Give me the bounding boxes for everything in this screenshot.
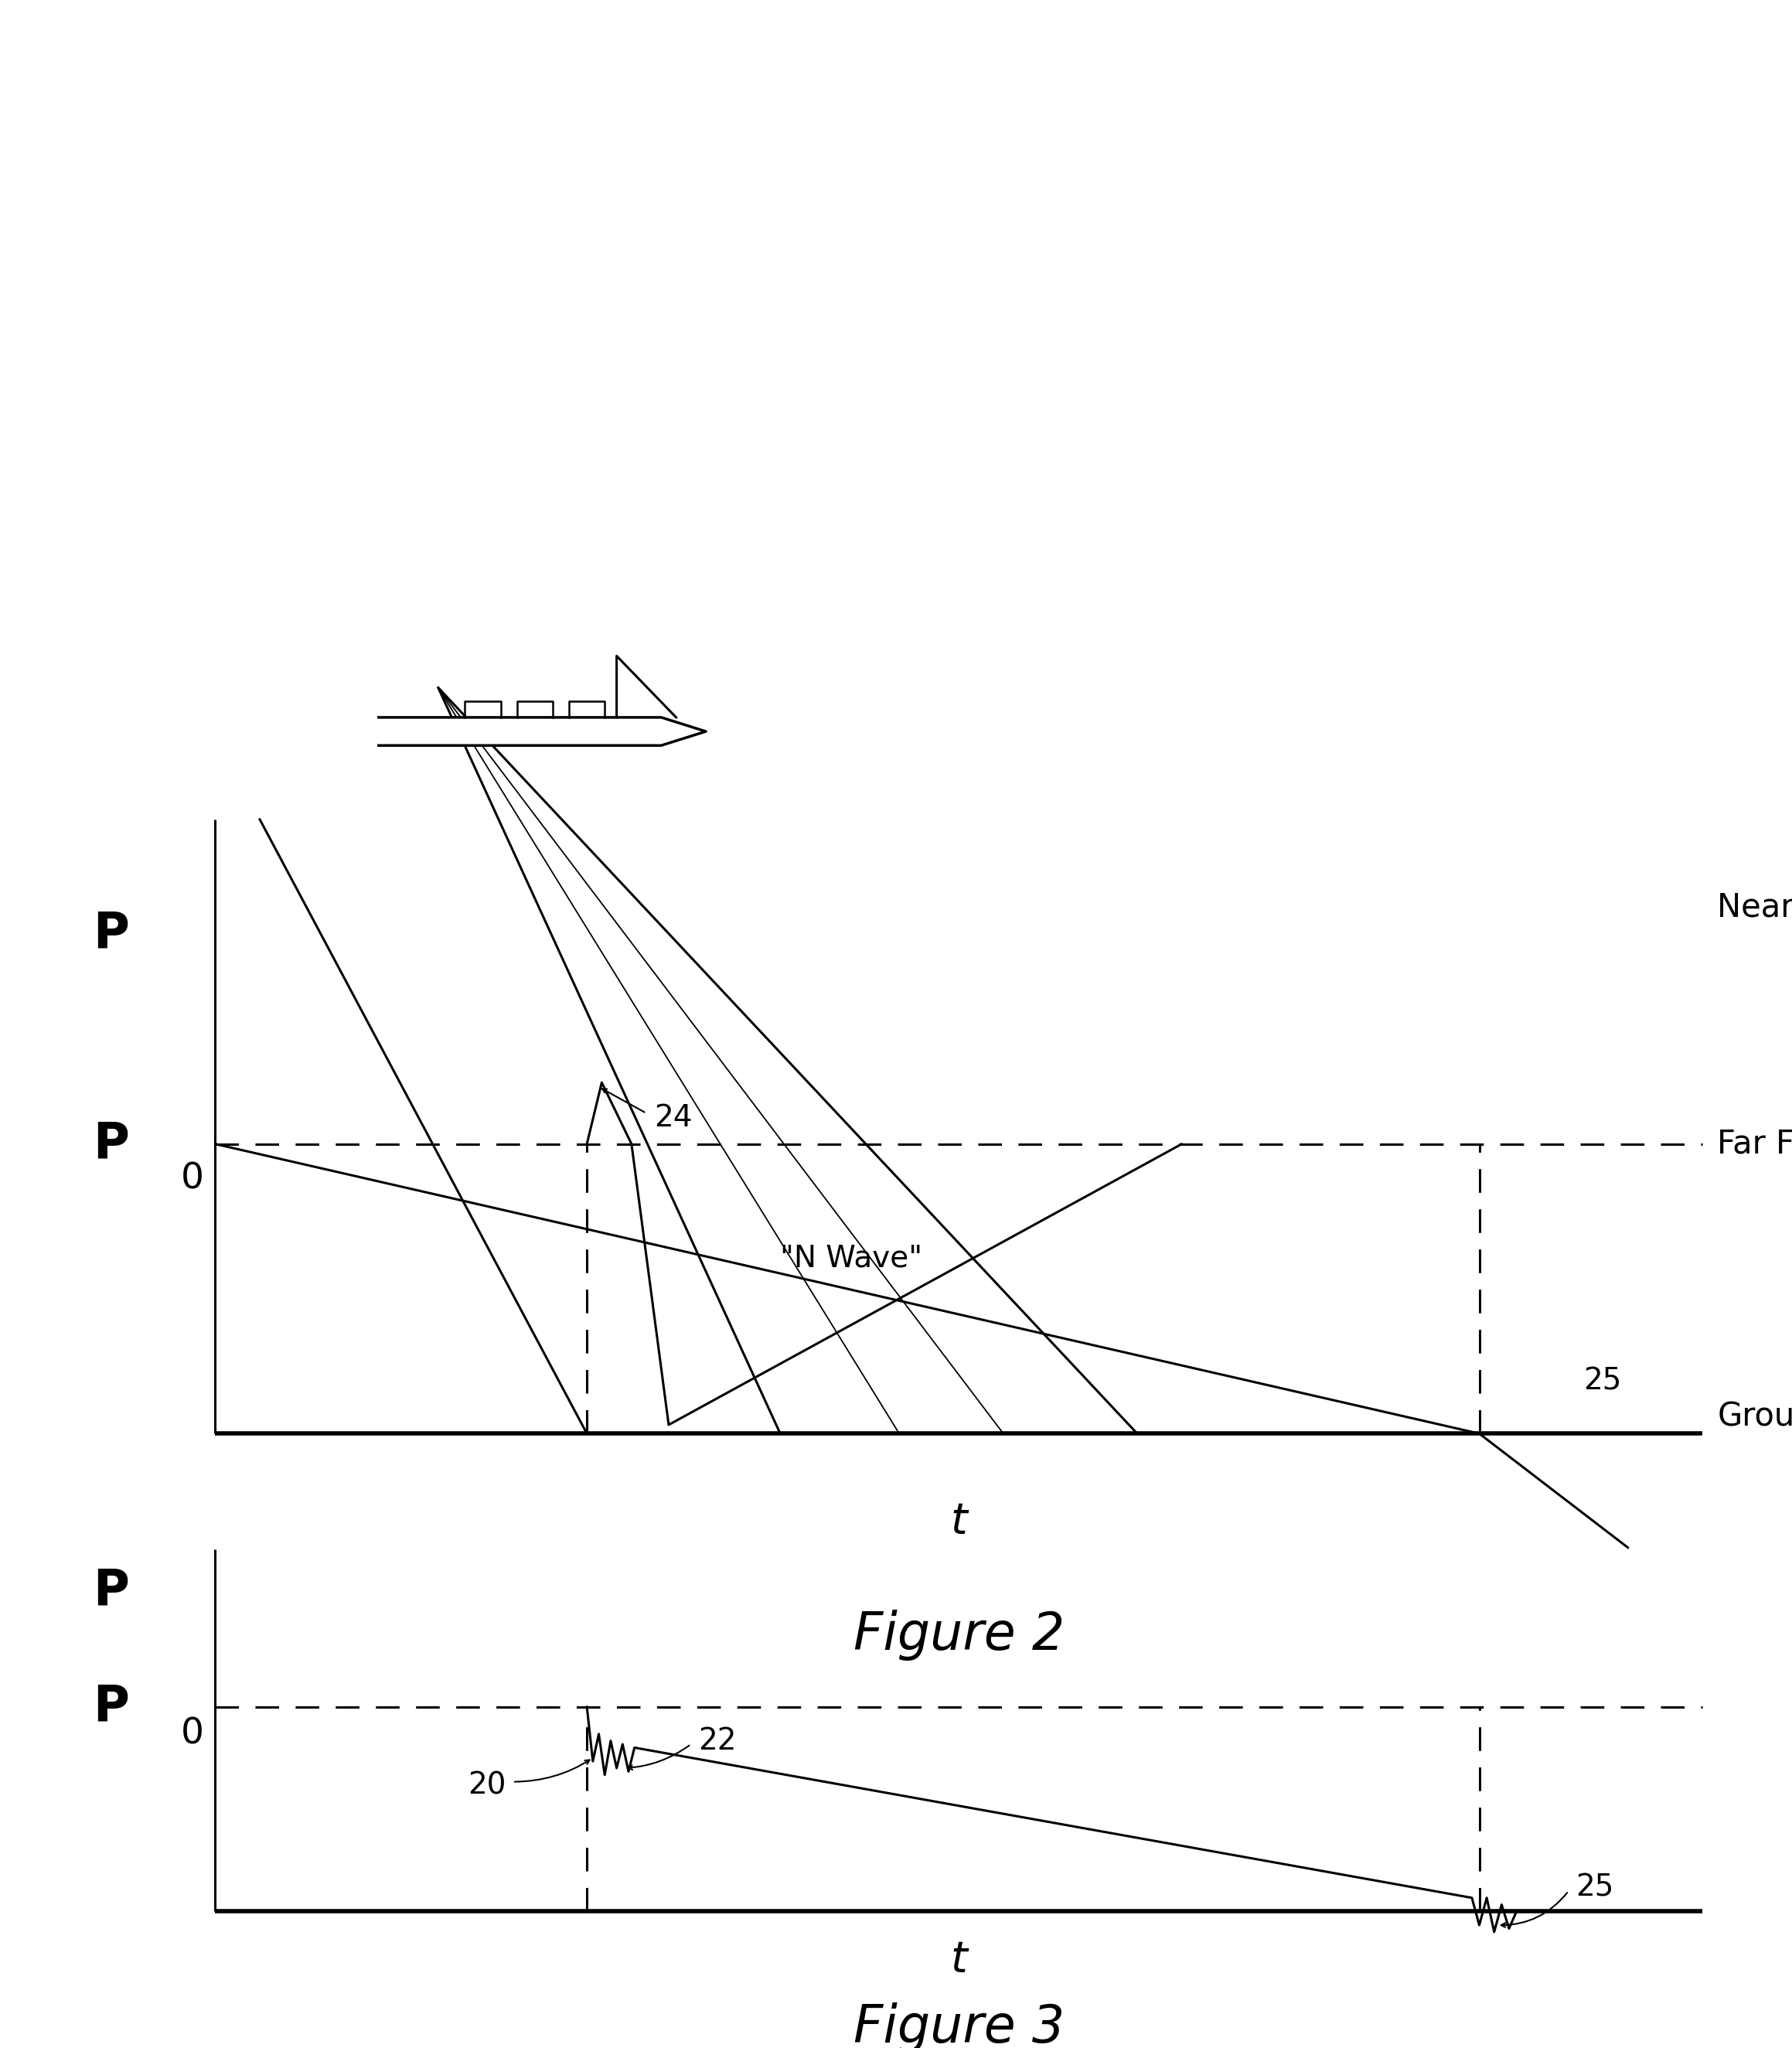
Text: 25: 25	[1575, 1872, 1615, 1903]
Text: t: t	[950, 1501, 968, 1542]
Text: 0: 0	[181, 1161, 204, 1196]
Text: P: P	[93, 909, 129, 956]
Text: 0: 0	[181, 1716, 204, 1751]
Text: P: P	[93, 1567, 129, 1614]
Text: P: P	[93, 1683, 129, 1731]
Text: P: P	[93, 1120, 129, 1167]
Text: t: t	[950, 1939, 968, 1980]
Text: Figure 2: Figure 2	[853, 1610, 1064, 1661]
Text: Near Field: Near Field	[1717, 891, 1792, 924]
Text: 24: 24	[654, 1104, 692, 1133]
Text: 20: 20	[468, 1769, 505, 1800]
Text: Ground: Ground	[1717, 1401, 1792, 1432]
Text: Figure 3: Figure 3	[853, 2003, 1064, 2048]
Text: "N Wave": "N Wave"	[780, 1243, 923, 1272]
Text: 22: 22	[699, 1726, 737, 1755]
Polygon shape	[378, 717, 706, 745]
Text: Far Field: Far Field	[1717, 1128, 1792, 1159]
Text: 25: 25	[1584, 1366, 1622, 1395]
